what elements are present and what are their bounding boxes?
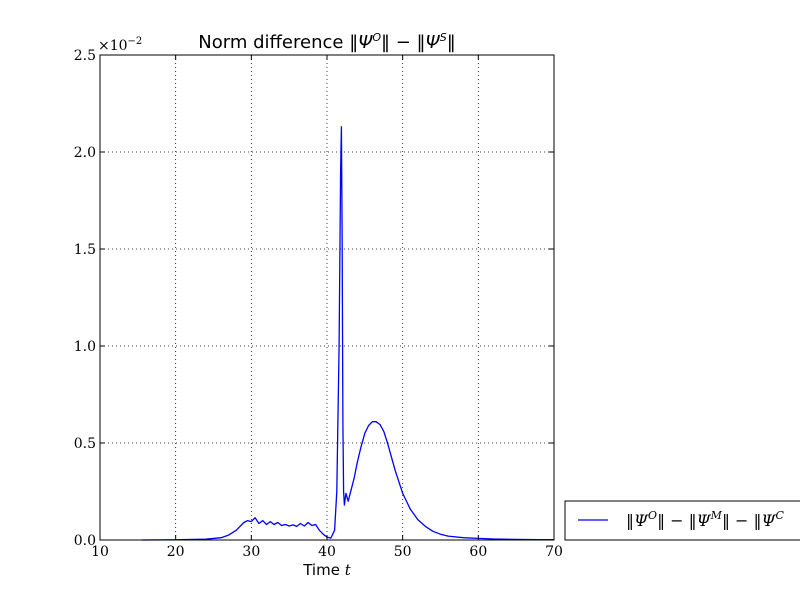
x-tick-label-30: 30: [242, 544, 260, 560]
x-tick-label-40: 40: [318, 544, 336, 560]
y-tick-label-1.0: 1.0: [74, 339, 96, 355]
chart-title: Norm difference ‖ΨO‖ − ‖ΨS‖: [198, 31, 455, 53]
legend-label: ‖ΨO‖ − ‖ΨM‖ − ‖ΨC: [626, 509, 785, 530]
x-tick-label-20: 20: [167, 544, 185, 560]
y-tick-label-1.5: 1.5: [74, 242, 96, 258]
y-offset-label: ×10−2: [98, 36, 142, 54]
series-line-group: [141, 126, 554, 541]
y-tick-label-2.0: 2.0: [74, 145, 96, 161]
x-axis-label: Time t: [302, 561, 351, 579]
x-tick-label-10: 10: [91, 544, 109, 560]
tick-group: 10 20 30 40 50 60 70 0.0 0.5 1.0 1.5 2.0 2.5: [74, 48, 563, 560]
y-tick-label-0.0: 0.0: [74, 533, 96, 549]
x-tick-label-50: 50: [394, 544, 412, 560]
x-tick-label-70: 70: [545, 544, 563, 560]
x-tick-label-60: 60: [469, 544, 487, 560]
y-tick-label-2.5: 2.5: [74, 48, 96, 64]
legend: ‖ΨO‖ − ‖ΨM‖ − ‖ΨC: [564, 500, 800, 541]
y-tick-label-0.5: 0.5: [74, 436, 96, 452]
series-line-0: [141, 126, 554, 541]
grid-lines: [100, 55, 554, 540]
